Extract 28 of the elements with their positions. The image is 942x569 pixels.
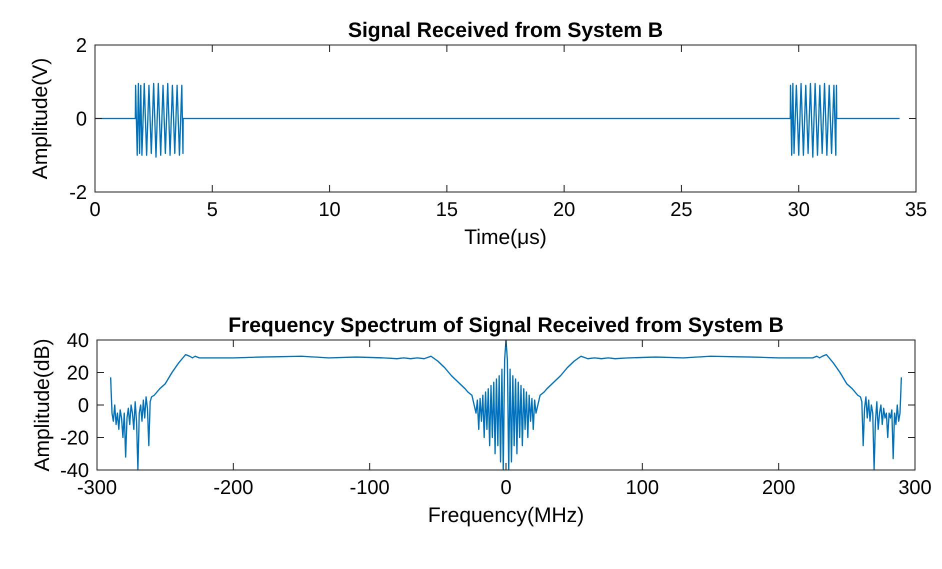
x-tick-label: -300 — [76, 477, 118, 499]
x-axis-title: Time(μs) — [464, 226, 547, 249]
y-tick-label: -20 — [60, 428, 89, 450]
chart-title: Signal Received from System B — [348, 19, 664, 42]
y-tick-label: 0 — [78, 395, 89, 417]
x-tick-label: 5 — [206, 199, 218, 221]
x-tick-label: 10 — [318, 199, 341, 221]
x-tick-label: 25 — [670, 199, 693, 221]
y-tick-label: 40 — [66, 330, 89, 352]
chart-title: Frequency Spectrum of Signal Received from System B — [228, 314, 784, 337]
y-tick-label: -2 — [69, 182, 87, 204]
x-tick-label: -100 — [350, 477, 390, 499]
line-series — [110, 339, 902, 471]
x-tick-label: 20 — [553, 199, 576, 221]
y-tick-label: 0 — [76, 108, 87, 130]
y-tick-label: 20 — [66, 362, 89, 384]
x-tick-label: 35 — [904, 199, 928, 221]
x-tick-label: 100 — [626, 477, 660, 499]
x-axis-title: Frequency(MHz) — [428, 504, 584, 527]
x-tick-label: -200 — [213, 477, 254, 499]
x-tick-label: 30 — [788, 199, 810, 221]
x-tick-label: 300 — [898, 477, 932, 499]
y-axis-title: Amplitude(V) — [29, 58, 52, 180]
y-tick-label: 2 — [76, 35, 87, 57]
x-tick-label: 200 — [762, 477, 796, 499]
x-tick-label: 15 — [436, 199, 458, 221]
x-tick-label: 0 — [500, 477, 512, 499]
y-axis-title: Amplitude(dB) — [31, 338, 54, 472]
